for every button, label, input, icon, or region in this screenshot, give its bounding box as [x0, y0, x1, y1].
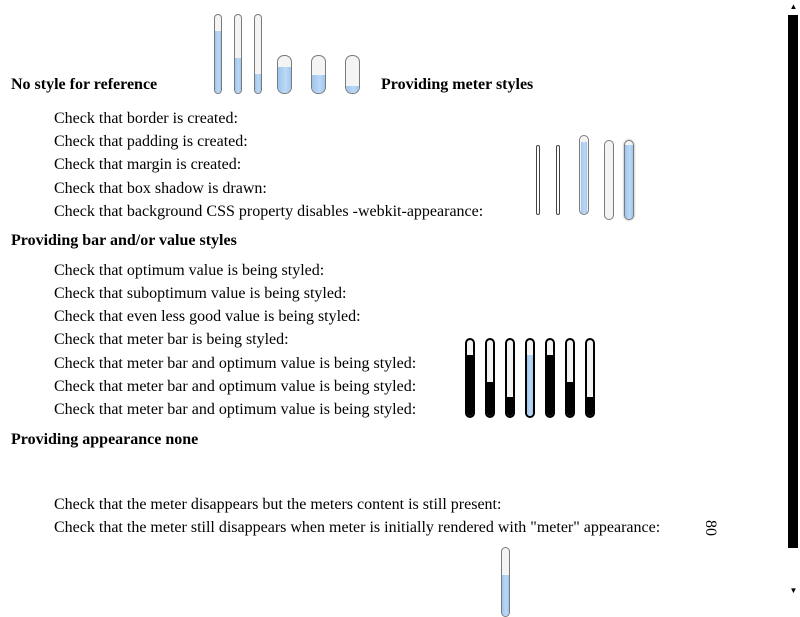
meter-fill [487, 381, 493, 416]
reference-meter [214, 14, 222, 94]
check-line: Check that border is created: [54, 110, 238, 127]
meter-fill [255, 73, 261, 93]
check-line: Check that padding is created: [54, 133, 248, 150]
section-heading-meter-styles: Providing meter styles [381, 76, 534, 93]
bar-meter [585, 338, 595, 418]
bar-meter [505, 338, 515, 418]
styled-meter [624, 140, 634, 220]
bar-meter [545, 338, 555, 418]
meter-fill [625, 144, 633, 219]
reference-meter [234, 14, 242, 94]
check-line: Check that meter bar and optimum value i… [54, 355, 417, 372]
scroll-down-icon[interactable]: ▼ [789, 586, 798, 595]
check-line: Check that the meter still disappears wh… [54, 519, 661, 536]
meter-fill [346, 85, 359, 93]
meter-fill [547, 355, 553, 416]
bar-meter [465, 338, 475, 418]
meter-fill [581, 142, 587, 214]
meter-fill [278, 67, 291, 93]
check-line: Check that even less good value is being… [54, 308, 361, 325]
section-heading-bar-value: Providing bar and/or value styles [11, 232, 237, 249]
styled-meter [604, 140, 614, 220]
bottom-meter [501, 547, 510, 617]
bar-meter [525, 338, 535, 418]
meter-fill [507, 397, 513, 416]
meter-content-text: 80 [702, 520, 719, 536]
meter-fill [215, 30, 221, 93]
meter-fill [235, 57, 241, 93]
styled-meter [556, 145, 560, 215]
meter-fill [467, 355, 473, 416]
bar-meter [565, 338, 575, 418]
bar-meter [485, 338, 495, 418]
check-line: Check that meter bar is being styled: [54, 331, 289, 348]
scrollbar-thumb[interactable] [788, 15, 798, 548]
check-line: Check that meter bar and optimum value i… [54, 401, 417, 418]
section-heading-appearance-none: Providing appearance none [11, 431, 199, 448]
check-line: Check that the meter disappears but the … [54, 496, 502, 513]
reference-meter [345, 55, 360, 94]
styled-meter [579, 135, 589, 215]
meter-fill [312, 74, 325, 93]
meter-fill [527, 355, 533, 416]
check-line: Check that suboptimum value is being sty… [54, 285, 347, 302]
meter-fill [502, 575, 509, 616]
check-line: Check that optimum value is being styled… [54, 262, 325, 279]
check-line: Check that meter bar and optimum value i… [54, 378, 417, 395]
check-line: Check that background CSS property disab… [54, 203, 484, 220]
styled-meter [536, 145, 540, 215]
reference-meter [254, 14, 262, 94]
check-line: Check that box shadow is drawn: [54, 180, 267, 197]
meter-fill [587, 397, 593, 416]
check-line: Check that margin is created: [54, 156, 242, 173]
reference-meter [311, 55, 326, 94]
section-heading-no-style: No style for reference [11, 76, 158, 93]
reference-meter [277, 55, 292, 94]
meter-fill [567, 381, 573, 416]
scroll-up-icon[interactable]: ▲ [789, 2, 798, 11]
